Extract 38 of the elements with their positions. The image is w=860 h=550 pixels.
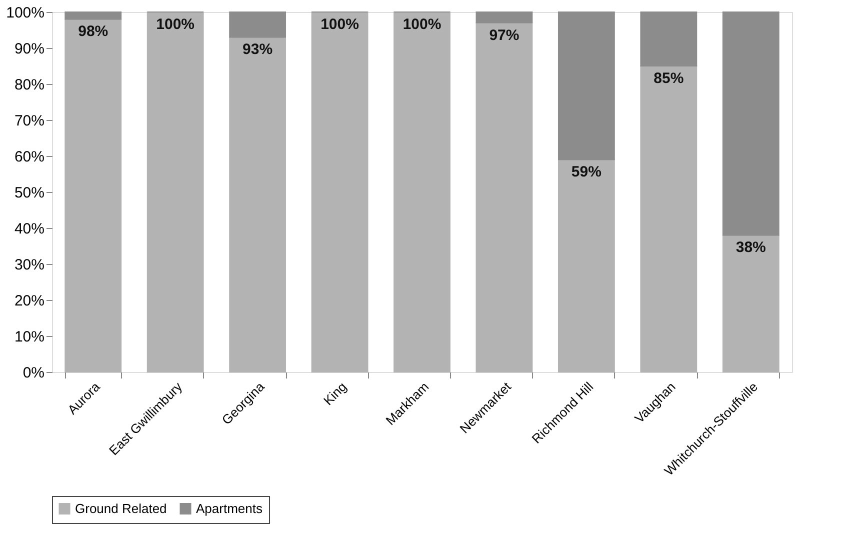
- y-tick-label: 40%: [14, 220, 44, 238]
- y-tick-label: 20%: [14, 292, 44, 310]
- bar: [640, 66, 698, 372]
- data-label: 85%: [654, 70, 684, 87]
- y-tick-label: 60%: [14, 148, 44, 166]
- bar: [146, 12, 204, 372]
- bar: [558, 159, 615, 372]
- bar: [722, 234, 780, 372]
- legend-label: Apartments: [196, 500, 263, 516]
- bar: [640, 12, 698, 66]
- bar: [722, 12, 780, 236]
- y-tick-label: 10%: [14, 328, 44, 346]
- y-tick-label: 80%: [14, 76, 44, 94]
- bar: [476, 12, 533, 24]
- bar: [229, 36, 286, 372]
- bar: [64, 12, 122, 20]
- bar: [394, 12, 450, 372]
- bar: [64, 18, 122, 372]
- bar: [311, 12, 368, 372]
- data-label: 38%: [736, 239, 766, 256]
- data-label: 59%: [571, 164, 602, 181]
- data-label: 97%: [489, 26, 520, 44]
- data-label: 100%: [156, 16, 195, 33]
- y-tick-label: 50%: [14, 184, 44, 202]
- x-tick-label: King: [320, 379, 350, 408]
- data-label: 98%: [78, 23, 108, 40]
- y-tick-label: 100%: [6, 4, 44, 22]
- legend-label: Ground Related: [75, 500, 167, 516]
- data-label: 100%: [402, 16, 442, 33]
- data-label: 93%: [242, 41, 273, 58]
- bar: [229, 12, 286, 38]
- bar: [558, 12, 615, 160]
- y-tick-label: 90%: [14, 40, 44, 58]
- y-tick-label: 70%: [14, 112, 44, 130]
- data-label: 100%: [320, 16, 359, 33]
- y-tick-label: 0%: [22, 364, 44, 382]
- y-tick-label: 30%: [14, 256, 44, 274]
- bar: [476, 22, 533, 372]
